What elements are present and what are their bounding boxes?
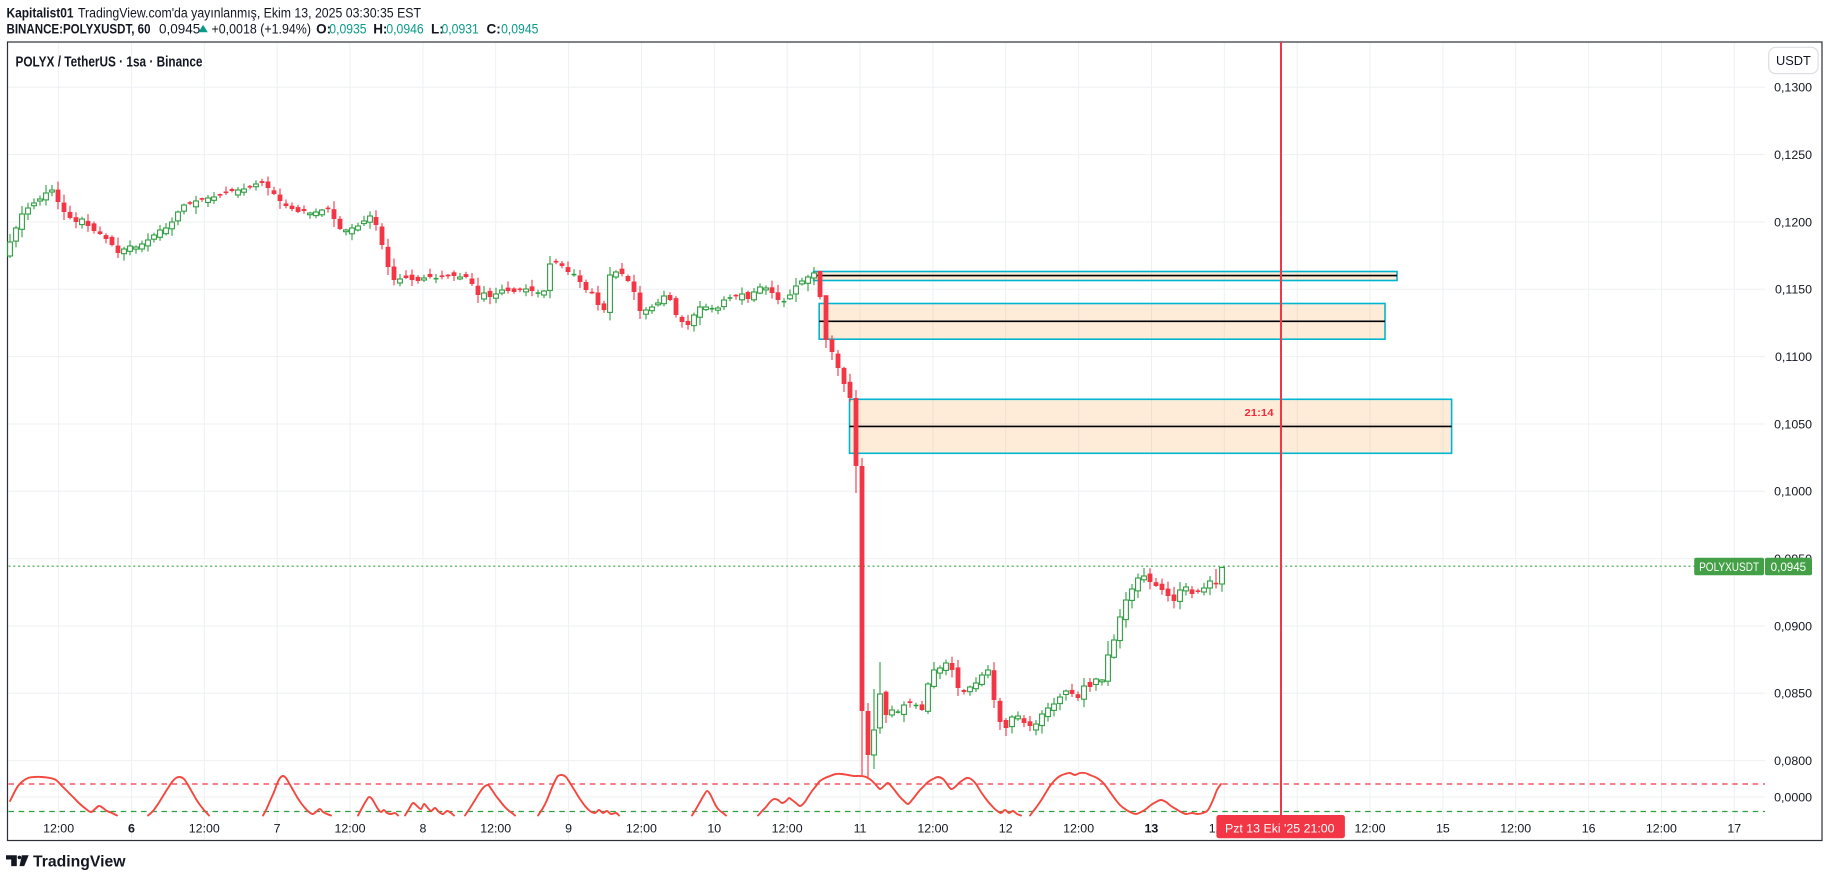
svg-text:12:00: 12:00 [334, 822, 365, 836]
svg-text:0,0800: 0,0800 [1774, 754, 1812, 768]
svg-text:6: 6 [128, 822, 135, 836]
svg-text:11: 11 [854, 822, 867, 836]
svg-text:13: 13 [1145, 822, 1159, 836]
svg-text:H:: H: [373, 22, 387, 37]
svg-text:O:: O: [316, 22, 331, 37]
svg-text:0,0945: 0,0945 [501, 22, 538, 37]
svg-text:17: 17 [1727, 822, 1741, 836]
svg-text:0,0931: 0,0931 [442, 22, 479, 37]
svg-text:12:00: 12:00 [917, 822, 948, 836]
svg-text:C:: C: [487, 22, 501, 37]
svg-text:12:00: 12:00 [1646, 822, 1677, 836]
svg-text:0,0850: 0,0850 [1774, 687, 1812, 701]
svg-text:15: 15 [1436, 822, 1450, 836]
svg-text:+0,0018 (+1.94%): +0,0018 (+1.94%) [212, 22, 312, 37]
svg-text:BINANCE:POLYXUSDT, 60: BINANCE:POLYXUSDT, 60 [7, 22, 151, 37]
svg-text:8: 8 [419, 822, 426, 836]
svg-text:0,1100: 0,1100 [1775, 350, 1812, 364]
svg-text:0,0945: 0,0945 [1771, 561, 1806, 574]
svg-text:12:00: 12:00 [480, 822, 511, 836]
svg-text:TradingView.com'da yayınlanmış: TradingView.com'da yayınlanmış, Ekim 13,… [78, 6, 421, 21]
svg-text:0,0945: 0,0945 [159, 22, 200, 37]
svg-text:0,1250: 0,1250 [1774, 148, 1812, 162]
svg-text:12:00: 12:00 [1500, 822, 1531, 836]
svg-text:12:00: 12:00 [772, 822, 803, 836]
svg-text:POLYXUSDT: POLYXUSDT [1699, 561, 1759, 574]
svg-text:USDT: USDT [1776, 53, 1811, 68]
svg-text:12:00: 12:00 [1354, 822, 1385, 836]
svg-text:0,1050: 0,1050 [1774, 417, 1812, 431]
svg-text:0,1000: 0,1000 [1774, 485, 1812, 499]
svg-text:10: 10 [707, 822, 721, 836]
svg-text:12: 12 [999, 822, 1013, 836]
svg-text:21:14: 21:14 [1245, 408, 1274, 419]
svg-text:12:00: 12:00 [43, 822, 74, 836]
svg-text:0,0000: 0,0000 [1774, 790, 1812, 804]
svg-text:0,1200: 0,1200 [1774, 215, 1812, 229]
svg-text:Kapitalist01: Kapitalist01 [7, 6, 74, 21]
svg-text:0,1150: 0,1150 [1775, 283, 1812, 297]
svg-text:7: 7 [274, 822, 281, 836]
svg-text:9: 9 [565, 822, 572, 836]
svg-text:16: 16 [1582, 822, 1596, 836]
svg-text:TradingView: TradingView [33, 854, 126, 871]
svg-text:0,0946: 0,0946 [386, 22, 423, 37]
svg-text:POLYX / TetherUS · 1sa · Binan: POLYX / TetherUS · 1sa · Binance [16, 55, 203, 71]
svg-text:12:00: 12:00 [1063, 822, 1094, 836]
svg-text:Pzt 13 Eki '25 21:00: Pzt 13 Eki '25 21:00 [1225, 822, 1335, 836]
svg-text:0,0935: 0,0935 [329, 22, 366, 37]
svg-text:0,0900: 0,0900 [1774, 619, 1812, 633]
svg-text:12:00: 12:00 [189, 822, 220, 836]
svg-text:12:00: 12:00 [626, 822, 657, 836]
svg-text:0,1300: 0,1300 [1774, 81, 1812, 95]
svg-text:L:: L: [431, 22, 444, 37]
